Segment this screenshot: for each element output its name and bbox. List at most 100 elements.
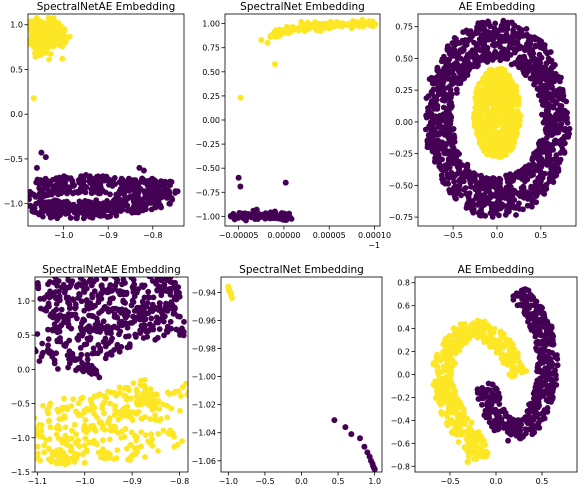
- data-point: [463, 191, 470, 197]
- data-point: [84, 448, 90, 455]
- data-point: [81, 363, 87, 370]
- data-point: [96, 391, 103, 398]
- data-point: [464, 202, 470, 209]
- data-point: [190, 410, 196, 416]
- data-point: [93, 371, 100, 377]
- data-point: [96, 310, 102, 316]
- data-point: [535, 331, 541, 338]
- data-point: [53, 350, 59, 357]
- x-tick-label: −1.0: [54, 231, 73, 240]
- data-point: [12, 443, 18, 449]
- data-point: [533, 339, 540, 346]
- data-point: [155, 448, 161, 454]
- data-point: [529, 424, 536, 431]
- data-point: [82, 435, 89, 442]
- data-point: [510, 293, 517, 300]
- data-point: [548, 376, 554, 382]
- data-point: [99, 402, 106, 408]
- data-point: [175, 284, 182, 291]
- data-point: [140, 322, 147, 328]
- data-point: [513, 424, 520, 431]
- data-point: [61, 414, 68, 421]
- data-point: [470, 172, 477, 179]
- data-point: [472, 94, 479, 101]
- data-point: [237, 183, 244, 190]
- data-point: [136, 198, 143, 205]
- data-point: [47, 291, 53, 298]
- data-point: [548, 65, 555, 71]
- data-point: [273, 213, 280, 220]
- y-tick-label: 0.75: [395, 23, 413, 32]
- data-point: [35, 331, 41, 337]
- data-point: [323, 25, 330, 31]
- data-point: [39, 340, 46, 347]
- data-point: [50, 43, 57, 49]
- data-point: [556, 159, 563, 166]
- subplot-6: AE Embedding−0.5 0.0 0.50.80.60.40.20.0−0.…: [391, 264, 578, 486]
- data-point: [58, 201, 64, 208]
- data-point: [148, 182, 154, 188]
- data-point: [530, 161, 537, 168]
- data-point: [96, 419, 103, 426]
- data-point: [137, 316, 144, 323]
- data-point: [121, 433, 128, 440]
- y-tick-label: 0.50: [395, 54, 413, 63]
- data-point: [372, 21, 379, 28]
- data-point: [160, 401, 167, 408]
- data-point: [464, 161, 471, 168]
- data-point: [75, 295, 81, 301]
- data-point: [441, 150, 448, 157]
- data-point: [57, 38, 64, 44]
- data-point: [35, 450, 41, 457]
- y-tick-label: 0.5: [10, 65, 23, 74]
- data-point: [172, 188, 179, 195]
- data-point: [111, 411, 118, 418]
- data-point: [516, 435, 523, 442]
- data-point: [72, 311, 79, 318]
- data-point: [128, 442, 135, 448]
- data-point: [129, 246, 135, 252]
- data-point: [73, 431, 79, 438]
- data-point: [507, 417, 513, 423]
- data-point: [200, 386, 206, 392]
- data-point: [491, 134, 498, 141]
- y-tick-label: −1.0: [11, 434, 30, 443]
- data-point: [65, 436, 72, 443]
- data-point: [551, 156, 558, 163]
- data-point: [133, 289, 140, 296]
- data-point: [512, 94, 518, 101]
- data-point: [531, 314, 538, 320]
- data-point: [534, 377, 541, 384]
- data-point: [132, 194, 139, 201]
- data-point: [79, 203, 86, 210]
- x-tick-label: −1.1: [28, 477, 47, 486]
- data-point: [25, 423, 31, 429]
- data-point: [53, 301, 60, 307]
- data-point: [21, 449, 27, 455]
- data-point: [70, 455, 77, 462]
- data-point: [510, 46, 517, 52]
- data-point: [26, 414, 32, 420]
- data-point: [59, 404, 66, 411]
- data-point: [444, 105, 451, 112]
- data-point: [127, 250, 133, 256]
- data-point: [535, 79, 542, 85]
- data-point: [146, 395, 153, 402]
- data-point: [115, 416, 122, 423]
- y-tick-label: 1.0: [17, 297, 30, 306]
- data-point: [109, 324, 116, 331]
- data-point: [553, 75, 560, 81]
- data-point: [132, 331, 139, 338]
- data-point: [464, 51, 471, 58]
- data-point: [73, 367, 79, 374]
- data-point: [348, 25, 355, 32]
- data-point: [92, 252, 98, 258]
- data-point: [128, 253, 134, 259]
- data-point: [550, 71, 557, 77]
- data-point: [498, 121, 505, 127]
- x-tick-label: −0.8: [143, 231, 162, 240]
- data-point: [79, 451, 86, 458]
- data-point: [451, 132, 457, 139]
- data-point: [93, 185, 100, 192]
- data-point: [10, 445, 16, 451]
